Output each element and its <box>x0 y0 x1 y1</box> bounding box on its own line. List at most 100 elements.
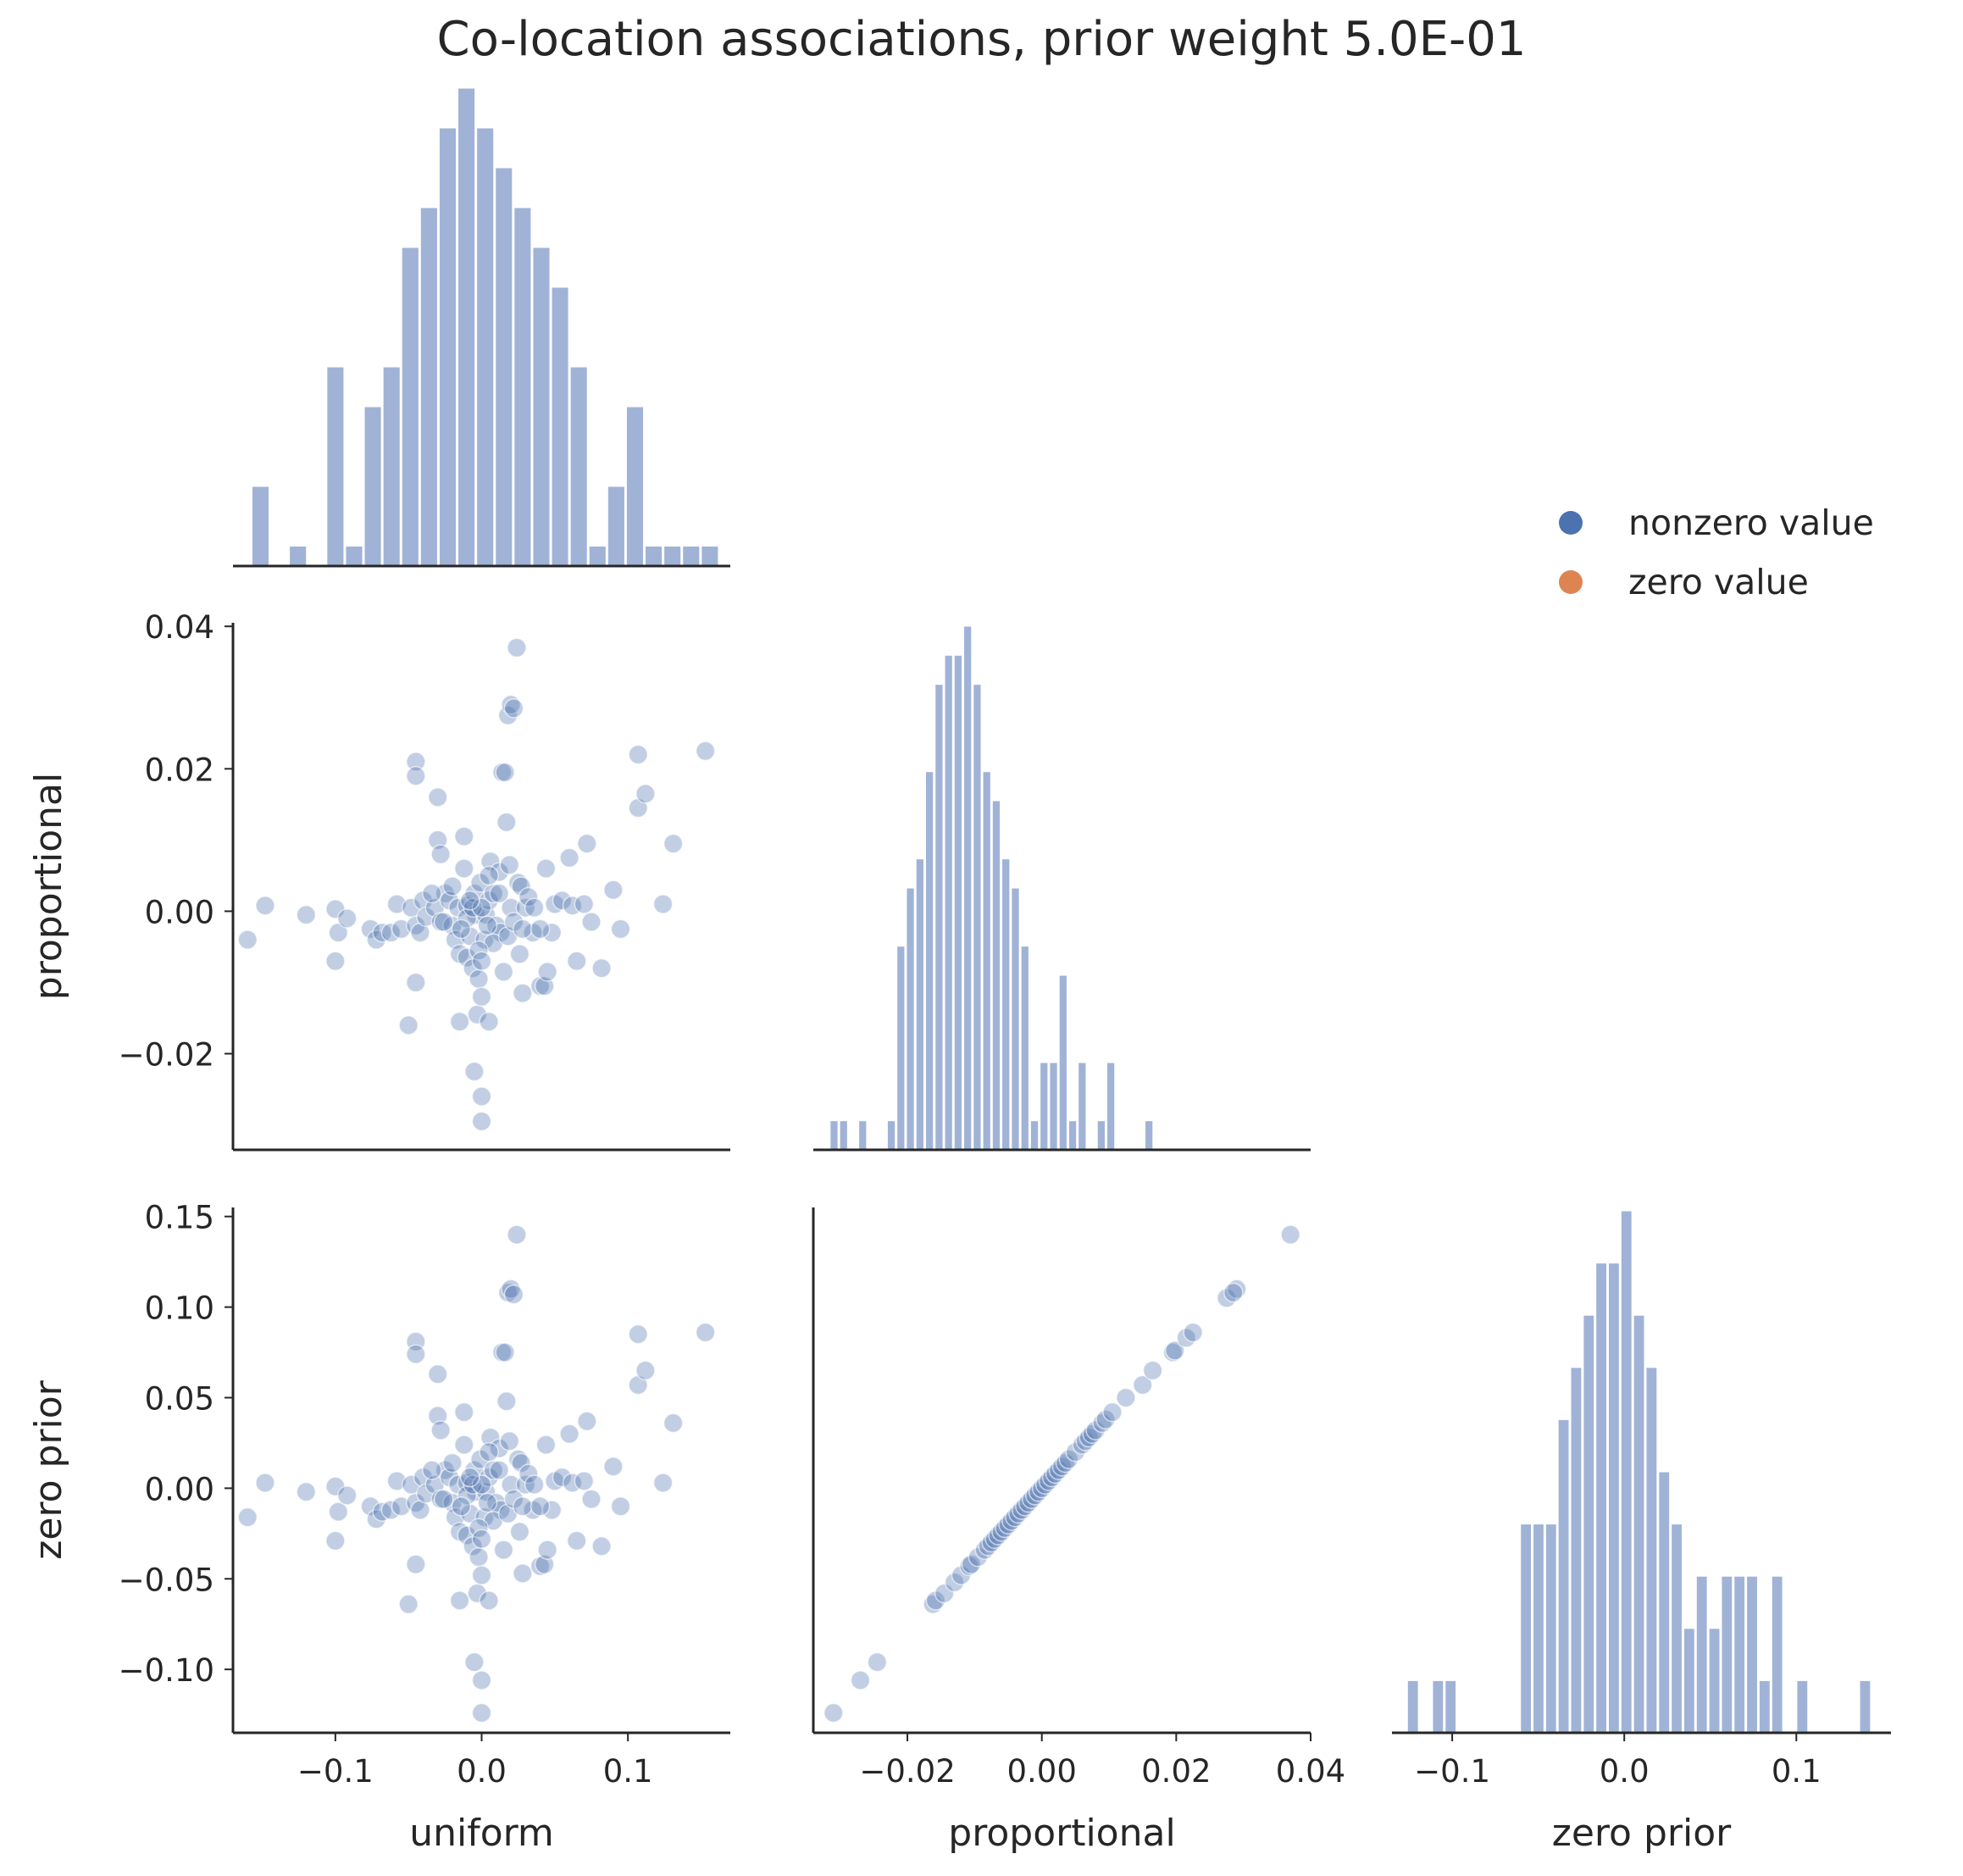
x-axis-label: zero prior <box>1552 1812 1732 1855</box>
scatter-point <box>663 833 684 854</box>
scatter-point <box>499 855 520 875</box>
scatter-point <box>1092 1413 1112 1434</box>
scatter-point <box>1223 1282 1244 1303</box>
scatter-point <box>380 1500 402 1520</box>
y-tick-label: 0.04 <box>145 609 214 646</box>
scatter-point <box>577 1411 597 1432</box>
hist-bar <box>1633 1314 1645 1734</box>
scatter-point <box>398 1594 419 1614</box>
scatter-point <box>530 1496 551 1517</box>
hist-bar <box>924 771 934 1151</box>
scatter-point <box>237 930 258 950</box>
scatter-point <box>535 858 557 879</box>
scatter-point <box>391 919 412 940</box>
hist-bar <box>963 625 973 1151</box>
hist-bar <box>1620 1210 1633 1734</box>
scatter-point <box>1055 1452 1076 1474</box>
scatter-point <box>591 957 612 979</box>
scatter-point <box>552 891 573 911</box>
scatter-point <box>581 1489 602 1509</box>
scatter-point <box>524 1474 545 1495</box>
scatter-point <box>652 1473 674 1493</box>
scatter-point <box>535 1435 557 1455</box>
scatter-point <box>422 1460 442 1480</box>
hist-bar <box>1078 1062 1087 1151</box>
scatter-point <box>493 962 514 982</box>
scatter-point <box>1165 1340 1185 1361</box>
scatter-point <box>471 1086 492 1107</box>
scatter-point <box>513 1563 533 1584</box>
hist-bar <box>1406 1679 1419 1734</box>
scatter-point <box>610 919 631 940</box>
hist-bar <box>326 366 345 567</box>
hist-bar <box>289 546 308 567</box>
scatter-point <box>489 1438 509 1459</box>
x-tick-label: 0.1 <box>1772 1753 1822 1790</box>
scatter-point <box>469 1546 489 1568</box>
hist-bar <box>896 946 906 1151</box>
scatter-point <box>471 1702 492 1723</box>
hist-bar <box>401 247 419 567</box>
scatter-point <box>459 1467 480 1488</box>
scatter-point <box>449 1011 470 1032</box>
scatter-point <box>507 1224 527 1245</box>
scatter-point <box>603 880 624 900</box>
hist-bar <box>551 286 569 567</box>
scatter-point <box>499 1431 520 1451</box>
scatter-point <box>406 1554 426 1574</box>
hist-bar <box>953 654 963 1151</box>
scatter-point <box>325 951 346 972</box>
scatter-point <box>503 698 524 719</box>
hist-bar <box>1733 1575 1746 1734</box>
hist-bar <box>345 546 363 567</box>
scatter-point <box>451 919 472 940</box>
scatter-point <box>479 865 499 886</box>
y-tick-label: −0.10 <box>119 1652 214 1689</box>
scatter-point <box>406 1344 426 1364</box>
scatter-point <box>469 969 489 990</box>
scatter-point <box>577 833 597 854</box>
hist-bar <box>1758 1679 1771 1734</box>
scatter-point <box>524 897 545 918</box>
scatter-point <box>559 847 579 869</box>
scatter-point <box>493 1540 514 1560</box>
scatter-point <box>454 826 474 846</box>
hist-bar <box>1683 1628 1695 1734</box>
scatter-point <box>537 1540 557 1560</box>
hist-bar <box>663 546 682 567</box>
scatter-point <box>398 1015 419 1035</box>
y-tick-label: 0.15 <box>145 1200 214 1236</box>
scatter-point <box>1132 1374 1153 1396</box>
hist-bar <box>1040 1062 1049 1151</box>
hist-bar <box>1583 1314 1595 1734</box>
scatter-point <box>518 886 539 907</box>
hist-bar <box>701 546 719 567</box>
scatter-point <box>509 944 530 964</box>
scatter-point <box>501 1474 521 1495</box>
scatter-point <box>328 1501 349 1522</box>
scatter-point <box>477 1492 498 1513</box>
scatter-point <box>495 762 515 783</box>
hist-bar <box>1671 1524 1683 1734</box>
x-tick-label: 0.0 <box>1600 1753 1650 1790</box>
scatter-point <box>325 1530 346 1551</box>
scatter-point <box>652 894 674 914</box>
hist-bar <box>588 546 607 567</box>
hist-bar <box>457 87 476 567</box>
hist-bar <box>682 546 701 567</box>
scatter-point <box>518 1463 539 1485</box>
hist-bar <box>934 684 944 1151</box>
hist-bar <box>419 207 438 567</box>
y-tick-label: 0.05 <box>145 1380 214 1417</box>
x-tick-label: −0.1 <box>1414 1753 1490 1790</box>
scatter-point <box>850 1670 871 1690</box>
hist-bar <box>1432 1679 1445 1734</box>
scatter-point <box>507 1449 529 1469</box>
scatter-point <box>296 904 317 925</box>
hist-bar <box>1049 1062 1058 1151</box>
scatter-point <box>391 1496 412 1517</box>
scatter-point <box>471 1670 492 1690</box>
scatter-point <box>471 986 492 1007</box>
scatter-point <box>237 1507 258 1528</box>
hist-bar <box>1746 1575 1758 1734</box>
